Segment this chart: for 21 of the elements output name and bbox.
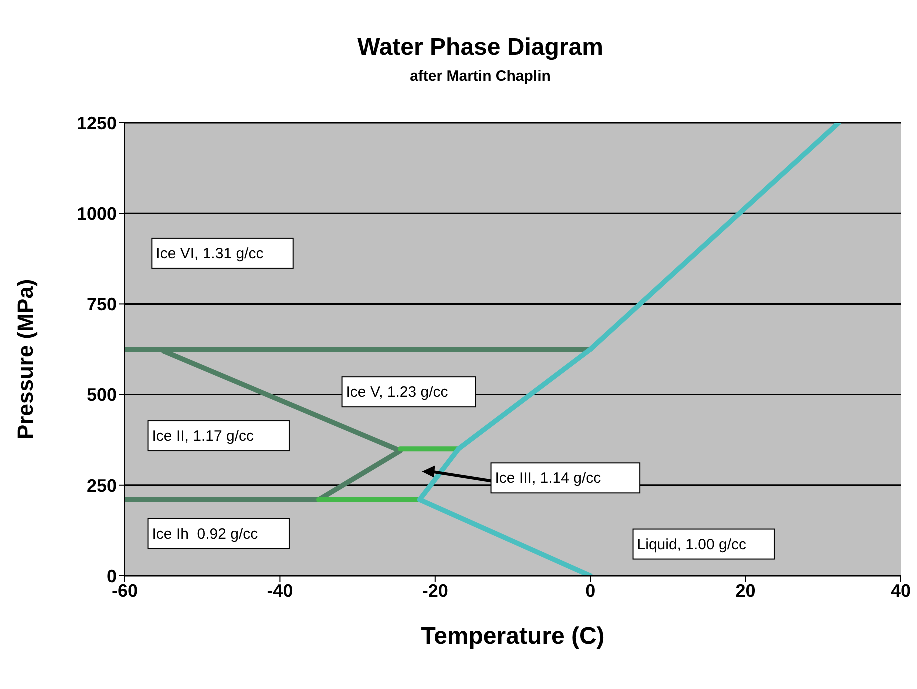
x-tick-label: 20 [736, 580, 756, 601]
annotation: Ice II, 1.17 g/cc [152, 428, 254, 446]
annotation: Ice VI, 1.31 g/cc [156, 245, 264, 262]
annotation: Ice V, 1.23 g/cc [346, 384, 449, 402]
y-tick-label: 750 [86, 294, 117, 315]
x-tick-label: 0 [586, 580, 596, 601]
x-tick-label: 40 [890, 580, 912, 601]
annotation: Liquid, 1.00 g/cc [637, 536, 748, 554]
y-tick-label: 1000 [76, 204, 117, 224]
y-tick-label: 0 [106, 566, 117, 586]
y-tick-label: 500 [86, 385, 117, 406]
annotation: Ice III, 1.14 g/cc [495, 470, 602, 488]
chart-subtitle: after Martin Chaplin [409, 68, 552, 85]
y-axis-title: Pressure (MPa) [12, 279, 38, 440]
y-tick-label: 1250 [76, 113, 117, 134]
x-tick-label: -20 [422, 580, 448, 601]
x-tick-label: -40 [267, 580, 294, 601]
y-tick-label: 250 [86, 476, 117, 496]
annotation: Ice Ih 0.92 g/cc [152, 526, 259, 543]
chart-title: Water Phase Diagram [356, 33, 604, 62]
x-axis-title: Temperature (C) [421, 623, 605, 650]
